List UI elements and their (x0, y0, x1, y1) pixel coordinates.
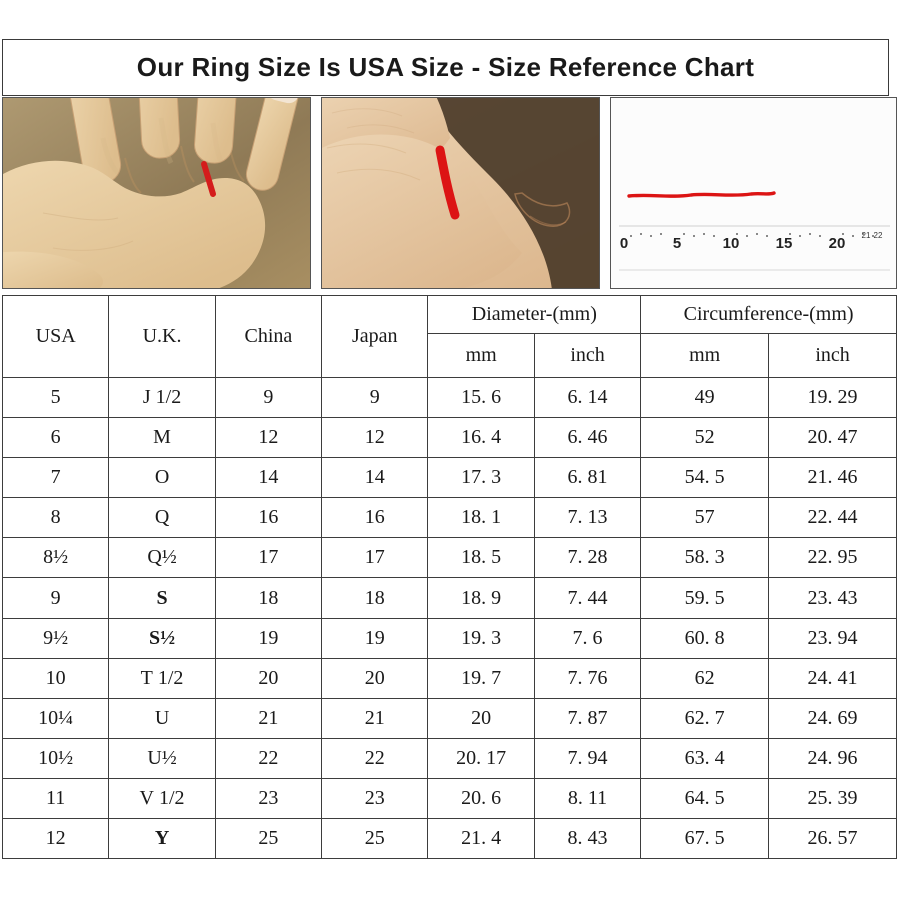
svg-text:15: 15 (776, 235, 793, 252)
svg-text:0: 0 (620, 235, 628, 252)
svg-text:20: 20 (829, 235, 846, 252)
svg-text:10: 10 (723, 235, 740, 252)
svg-text:21: 21 (862, 231, 871, 240)
svg-text:5: 5 (673, 235, 681, 252)
svg-text:22: 22 (874, 231, 883, 240)
